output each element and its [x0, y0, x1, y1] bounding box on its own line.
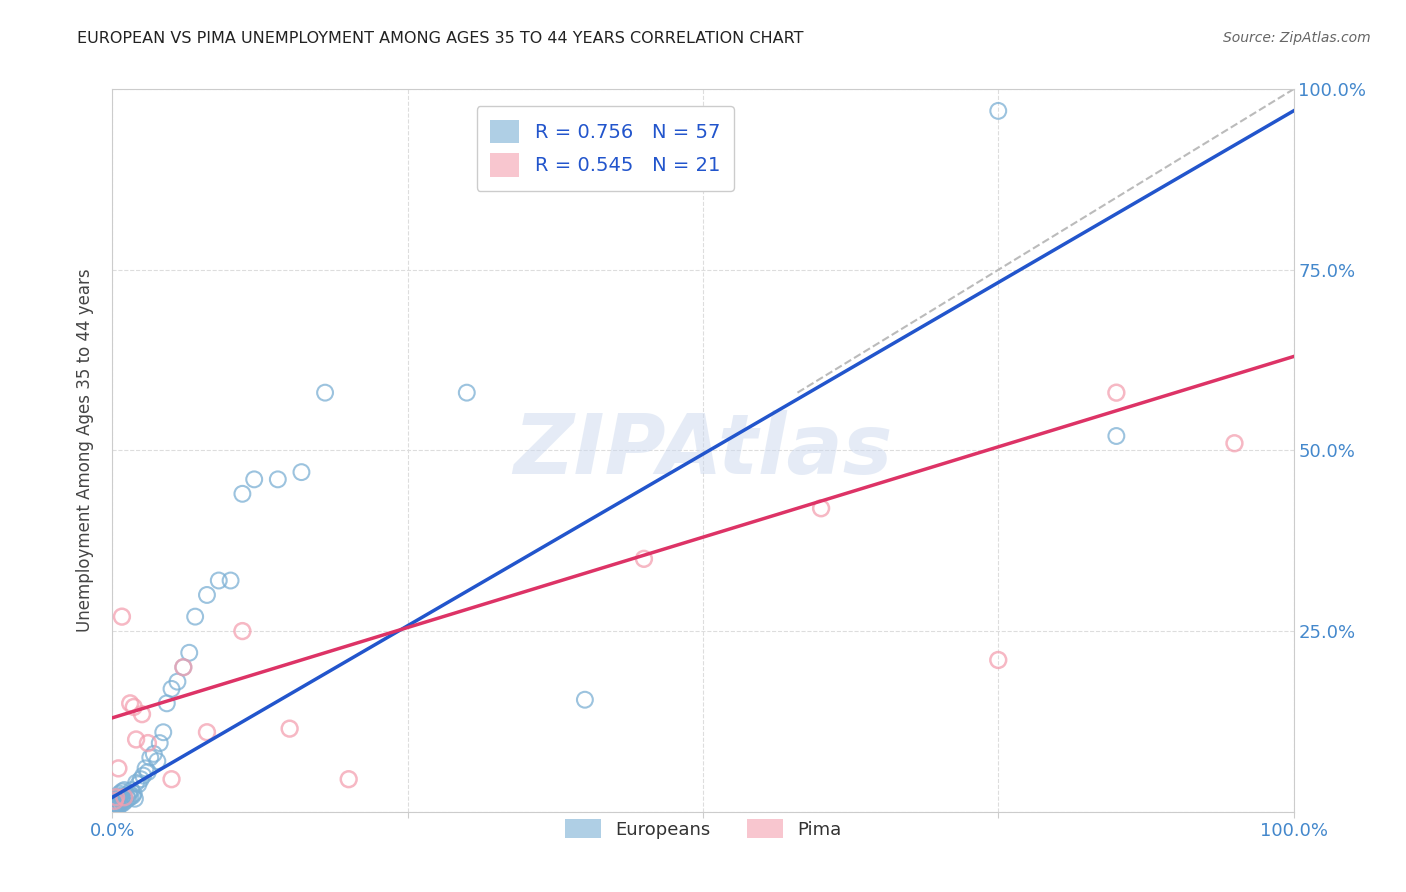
- Point: [149, 736, 172, 750]
- Point: [105, 791, 128, 805]
- Point: [111, 794, 134, 808]
- Point: [1223, 436, 1246, 450]
- Point: [231, 487, 253, 501]
- Point: [314, 385, 336, 400]
- Legend: Europeans, Pima: Europeans, Pima: [557, 813, 849, 846]
- Point: [231, 624, 253, 639]
- Point: [1105, 385, 1128, 400]
- Text: EUROPEAN VS PIMA UNEMPLOYMENT AMONG AGES 35 TO 44 YEARS CORRELATION CHART: EUROPEAN VS PIMA UNEMPLOYMENT AMONG AGES…: [77, 31, 804, 46]
- Point: [633, 551, 655, 566]
- Point: [132, 769, 155, 783]
- Point: [112, 790, 135, 805]
- Point: [104, 799, 127, 814]
- Point: [111, 784, 134, 798]
- Point: [136, 764, 159, 779]
- Point: [107, 761, 129, 775]
- Point: [456, 385, 478, 400]
- Point: [112, 783, 135, 797]
- Point: [122, 700, 145, 714]
- Point: [243, 472, 266, 486]
- Point: [131, 707, 153, 722]
- Point: [104, 794, 127, 808]
- Point: [120, 790, 142, 805]
- Point: [152, 725, 174, 739]
- Point: [112, 790, 135, 805]
- Point: [574, 692, 596, 706]
- Point: [124, 791, 146, 805]
- Point: [118, 787, 141, 801]
- Point: [107, 799, 129, 814]
- Point: [136, 736, 159, 750]
- Text: ZIPAtlas: ZIPAtlas: [513, 410, 893, 491]
- Point: [337, 772, 360, 787]
- Point: [105, 794, 128, 808]
- Point: [105, 800, 128, 814]
- Point: [114, 794, 136, 808]
- Point: [108, 787, 131, 801]
- Point: [120, 696, 142, 710]
- Point: [104, 796, 127, 810]
- Point: [129, 772, 152, 787]
- Point: [125, 732, 148, 747]
- Point: [1105, 429, 1128, 443]
- Text: Source: ZipAtlas.com: Source: ZipAtlas.com: [1223, 31, 1371, 45]
- Point: [810, 501, 832, 516]
- Point: [120, 783, 142, 797]
- Point: [219, 574, 242, 588]
- Point: [103, 801, 125, 815]
- Point: [160, 681, 183, 696]
- Point: [987, 103, 1010, 118]
- Point: [121, 789, 143, 803]
- Point: [127, 777, 149, 791]
- Point: [184, 609, 207, 624]
- Point: [139, 750, 162, 764]
- Point: [172, 660, 194, 674]
- Point: [107, 790, 129, 805]
- Point: [166, 674, 188, 689]
- Point: [290, 465, 312, 479]
- Point: [112, 796, 135, 810]
- Point: [122, 787, 145, 801]
- Point: [110, 797, 132, 812]
- Point: [112, 791, 135, 805]
- Point: [135, 761, 157, 775]
- Point: [156, 696, 179, 710]
- Point: [172, 660, 194, 674]
- Point: [195, 725, 218, 739]
- Point: [278, 722, 301, 736]
- Point: [160, 772, 183, 787]
- Point: [115, 789, 138, 803]
- Point: [987, 653, 1010, 667]
- Point: [208, 574, 231, 588]
- Y-axis label: Unemployment Among Ages 35 to 44 years: Unemployment Among Ages 35 to 44 years: [76, 268, 94, 632]
- Point: [108, 796, 131, 810]
- Point: [117, 791, 139, 805]
- Point: [125, 776, 148, 790]
- Point: [179, 646, 201, 660]
- Point: [195, 588, 218, 602]
- Point: [105, 790, 128, 805]
- Point: [146, 754, 169, 768]
- Point: [111, 609, 134, 624]
- Point: [110, 789, 132, 803]
- Point: [142, 747, 165, 761]
- Point: [105, 797, 128, 812]
- Point: [267, 472, 290, 486]
